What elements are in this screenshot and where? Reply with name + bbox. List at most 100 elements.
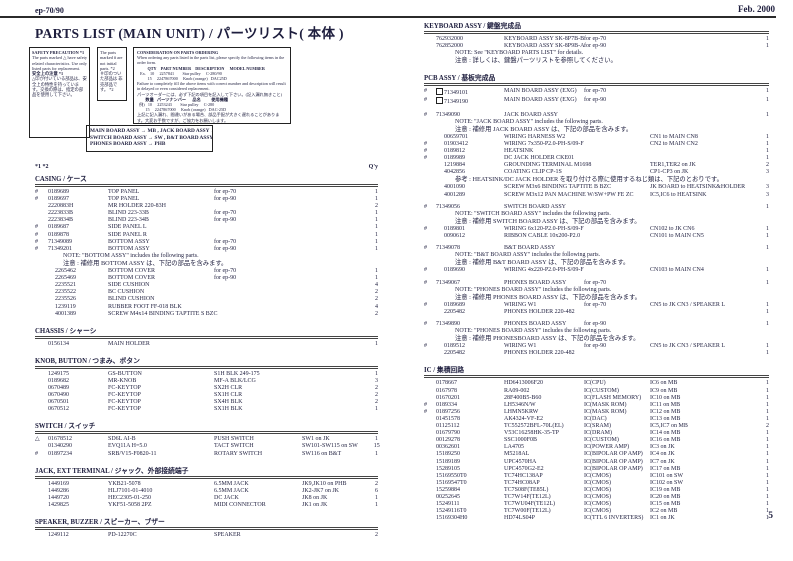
part-qty: 1: [766, 479, 769, 486]
part-number: 4001090: [444, 184, 465, 191]
part-number: 1219884: [444, 162, 465, 169]
row-marker: [424, 423, 436, 430]
part-number: 15249111: [436, 501, 460, 508]
parts-row: #01897256 LHMN5KRW IC(MASK ROM) IC12 on MB 1: [424, 409, 769, 416]
row-marker: [424, 350, 436, 357]
part-number: 0090612: [444, 233, 465, 240]
part-description: PHONES BOARD ASSY: [504, 279, 567, 286]
part-description: BLIND CUSHION: [108, 296, 155, 303]
parts-row: 1449169 YKB21-5078 6.5MM JACK JK9,JK10 on P…: [35, 481, 378, 488]
part-spec: [584, 155, 650, 162]
part-number: 01897256: [436, 408, 460, 415]
part-spec: [584, 226, 650, 233]
row-marker: [35, 341, 48, 348]
row-marker: [35, 304, 48, 311]
ordering-title: CONSIDERATION ON PARTS ORDERING: [137, 50, 219, 55]
part-number: 0189801: [444, 225, 465, 232]
part-location: [302, 296, 356, 303]
parts-section: KNOB, BUTTON / つまみ、ボタン 1249175 GS-BUTTON S1…: [35, 355, 378, 414]
note-line: NOTE: "PHONES BOARD ASSY" includes the f…: [455, 286, 612, 293]
part-number: 2220883H: [48, 203, 74, 210]
part-qty: 4: [375, 303, 378, 310]
ordering-example-1-ja: 例) 10 2253243 Star pulley C-280: [137, 102, 215, 108]
part-spec: IC(POWER AMP): [584, 444, 630, 451]
parts-row: 762932000 KEYBOARD ASSY SK-8P7B-B for ep-7…: [424, 36, 769, 43]
part-qty: 1: [766, 148, 769, 155]
part-location: IC20 on MB: [650, 493, 681, 500]
parts-row: 0670501 FC-KEYTOP SX4H BLK 2: [35, 399, 378, 406]
row-marker: #: [35, 189, 38, 195]
parts-row: #0189334 LH5346N/W IC(MASK ROM) IC11 on MB 1: [424, 402, 769, 409]
parts-section: SWITCH / スイッチ △ 01678512 SD6L AI-B PUSH SWIT…: [35, 420, 380, 457]
part-number: 71349101: [436, 88, 504, 97]
part-spec: IC(CPU): [584, 380, 606, 387]
part-spec: IC(BIPOLAR OP AMP): [584, 465, 643, 472]
part-number: 0670489: [48, 384, 69, 391]
row-marker: #: [35, 224, 38, 231]
part-description: TC552572BFL-70L(EL): [504, 423, 564, 430]
parts-row: #0189689 WIRING W1 for ep-70 CN5 to JK CN3 …: [424, 302, 769, 309]
parts-row: 15169547T0 TC74HC08AP IC(CMOS) IC102 on SW 1: [424, 480, 769, 487]
part-description: HEATSINK: [504, 148, 534, 155]
part-description: LHMN5KRW: [504, 408, 539, 415]
part-qty: 1: [375, 210, 378, 217]
parts-row: #0189689 TOP PANEL for ep-70 1: [35, 189, 378, 196]
part-location: [650, 155, 751, 162]
row-marker: [424, 444, 436, 451]
row-marker: #: [424, 267, 427, 274]
row-marker: [35, 371, 48, 378]
parts-section: PCB ASSY / 基板完成品 #71349101 MAIN BOARD ASSY…: [424, 72, 769, 357]
part-description: RA09-002: [504, 387, 530, 394]
board-abbrev-line: PHONES BOARD ASSY → PHB: [90, 141, 166, 148]
part-description: GS-BUTTON: [108, 370, 142, 377]
part-number: 15169304H0: [436, 515, 468, 522]
parts-row: 01670201 28F400B5-B60 IC(FLASH MEMORY) IC10…: [424, 395, 769, 402]
part-spec: [584, 309, 650, 316]
part-location: [650, 36, 751, 43]
parts-row: 2220883H MR HOLDER 220-83H 2: [35, 203, 378, 210]
row-marker: [35, 296, 48, 303]
part-number: 15169550T0: [436, 472, 467, 479]
part-spec: IC(DAC): [584, 415, 607, 422]
parts-section: IC / 集積回路 0178667 HD6413006F20 IC(CPU) IC6 o…: [424, 364, 769, 522]
part-qty: 1: [766, 444, 769, 451]
part-qty: 1: [766, 451, 769, 458]
part-spec: [584, 192, 650, 199]
part-location: [302, 268, 356, 275]
part-location: JK BOARD to HEATSINK&HOLDER: [650, 184, 746, 191]
part-location: IC12 on MB: [650, 408, 681, 415]
part-location: [302, 371, 356, 378]
part-number: 2265462: [55, 268, 76, 275]
part-number: 0670490: [48, 392, 69, 399]
parts-row: #0189690 WIRING 4x220-P2.0-PH-S/09-F CN103…: [424, 267, 769, 274]
part-spec: [584, 162, 650, 169]
part-spec: [214, 311, 302, 318]
note-line: NOTE: "PHONES BOARD ASSY" includes the f…: [455, 328, 612, 335]
ordering-intro: When ordering any parts listed in the pa…: [137, 55, 285, 66]
parts-row: 1239119 RUBBER FOOT FF-018 BLK 4: [35, 304, 378, 311]
part-number: 2265469: [55, 275, 76, 282]
part-qty: 1: [766, 493, 769, 500]
part-location: [302, 406, 356, 413]
safety-body-ja: △印が付いている部品は、安全上の特性を持っています。交換の際は、指定の部品を使用…: [32, 76, 87, 98]
part-location: [302, 385, 356, 392]
parts-row: 01125112 TC552572BFL-70L(EL) IC(SRAM) IC5,I…: [424, 423, 769, 430]
part-qty: 1: [766, 155, 769, 162]
part-description: LH5346N/W: [504, 401, 536, 408]
row-marker: [424, 162, 436, 169]
part-qty: 1: [766, 301, 769, 308]
part-qty: 3: [375, 377, 378, 384]
part-number: 762932000: [436, 36, 463, 42]
part-spec: for ep-90: [214, 196, 237, 203]
parts-section: CHASSIS / シャーシ 0156134 MAIN HOLDER 1: [35, 325, 378, 348]
part-location: [302, 311, 356, 318]
part-description: AK4324-VF-E2: [504, 415, 543, 422]
row-marker: [35, 311, 48, 318]
part-description: HD74LS04P: [504, 515, 536, 522]
part-location: [650, 97, 751, 106]
part-spec: [214, 296, 302, 303]
ordering-example-1: Ex. 10 2257841 Star pulley C-280/90: [137, 70, 222, 76]
part-qty: 3: [766, 169, 769, 176]
parts-row: 1429825 YKF51-5058 2PZ MIDI CONNECTOR JK1 o…: [35, 502, 378, 509]
note-line: 注意 : 補修用 B&T BOARD ASSY は、下記の部品を含みます。: [455, 259, 630, 267]
